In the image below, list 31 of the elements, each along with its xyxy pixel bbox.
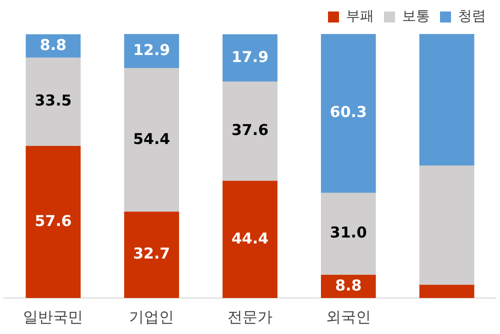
legend-label: 부패 [346,8,374,25]
bar [124,68,180,212]
bar [222,82,278,181]
x-tick-label: 외국인 [326,308,371,326]
bar [419,284,474,298]
x-tick-label: 전문가 [228,308,272,326]
data-label: 33.5 [34,92,72,110]
bar [419,34,474,166]
x-tick-label: 일반국민 [23,308,84,326]
data-label: 31.0 [330,224,367,242]
data-label: 8.8 [40,36,66,54]
x-tick-label: 기업인 [129,308,174,326]
bar [26,146,81,298]
bar [419,165,474,285]
data-label: 8.8 [335,276,362,294]
bar [124,212,180,298]
bar [222,180,278,298]
bar [320,34,376,193]
data-label: 12.9 [133,40,170,59]
data-label: 57.6 [34,212,72,230]
data-label: 32.7 [133,244,170,263]
data-label: 37.6 [231,121,269,140]
data-label: 17.9 [231,48,269,66]
bar [320,192,376,275]
bar [26,57,81,146]
data-label: 60.3 [330,103,367,122]
legend-label: 청렴 [458,8,486,25]
legend-label: 보통 [402,8,430,25]
bar [222,34,278,82]
data-label: 54.4 [133,130,170,148]
data-label: 44.4 [231,229,269,248]
